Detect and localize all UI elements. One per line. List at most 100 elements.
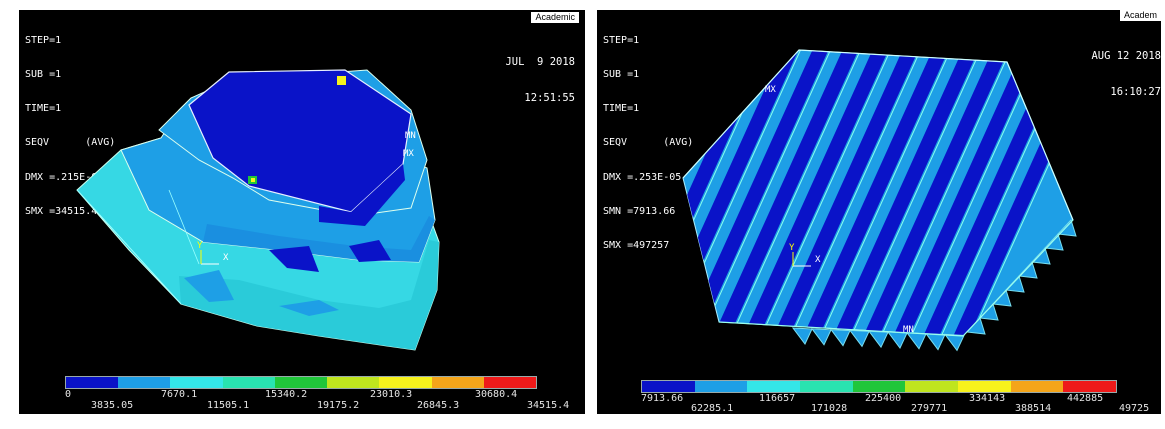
info-line: SMX =497257 [603, 240, 670, 252]
legend-label: 279771 [911, 403, 948, 414]
left-legend-labels-top: 0 7670.1 15340.2 23010.3 30680.4 [65, 389, 535, 401]
info-line: SUB =1 [603, 69, 640, 81]
left-model-view: MN MX X Y [76, 69, 440, 351]
legend-label: 30680.4 [475, 389, 518, 400]
legend-label: 116657 [759, 393, 796, 404]
left-mx-marker: MX [403, 149, 414, 159]
right-date-block: AUG 12 2018 16:10:27 [1091, 26, 1161, 122]
left-date-block: JUL 9 2018 12:51:55 [505, 32, 575, 128]
legend-color-band [66, 377, 119, 388]
legend-label: 442885 [1067, 393, 1104, 404]
fin-tooth [924, 333, 946, 351]
fin-stripe [767, 50, 923, 336]
legend-label: 225400 [865, 393, 902, 404]
fin-stripe [707, 50, 863, 336]
legend-label: 34515.4 [527, 400, 570, 411]
date-text: JUL 9 2018 [505, 56, 575, 68]
legend-color-band [170, 377, 223, 388]
legend-color-band [958, 381, 1011, 392]
fin-stripe [737, 50, 893, 336]
legend-color-band [274, 377, 328, 388]
left-axis-y-label: Y [197, 241, 203, 251]
legend-color-band [642, 381, 695, 392]
legend-label: 334143 [969, 393, 1006, 404]
info-line: SMX =34515.4 [25, 205, 98, 217]
fin-tooth [848, 329, 870, 348]
fin-stripe [827, 50, 983, 336]
info-line: SEQV (AVG) [25, 137, 116, 149]
legend-color-band [1063, 381, 1117, 392]
left-plot-panel: STEP=1 SUB =1 TIME=1 SEQV (AVG) DMX =.21… [19, 10, 585, 414]
fin-edge [694, 50, 836, 336]
legend-label: 19175.2 [317, 400, 360, 411]
academic-badge: Academic [531, 12, 579, 23]
fin-tooth [1030, 247, 1051, 265]
legend-color-band [694, 381, 748, 392]
right-model-view: MX MN X Y [682, 49, 1077, 352]
info-line: SUB =1 [25, 69, 62, 81]
fin-edge [964, 50, 1073, 336]
fin-tooth [1017, 261, 1038, 279]
fin-stripe [857, 50, 1013, 336]
left-legend-labels-bottom: 3835.05 11505.1 19175.2 26845.3 34515.4 [65, 400, 569, 412]
legend-label: 171028 [811, 403, 848, 414]
legend-label: 7670.1 [161, 389, 198, 400]
legend-label: 3835.05 [91, 400, 134, 411]
info-line: TIME=1 [25, 103, 62, 115]
right-axis-x-label: X [815, 255, 821, 265]
info-line: TIME=1 [603, 103, 640, 115]
legend-color-band [327, 377, 380, 388]
fin-edge [754, 50, 896, 336]
right-legend-labels-top: 7913.66 116657 225400 334143 442885 [641, 393, 1161, 405]
time-text: 12:51:55 [524, 92, 575, 104]
legend-label: 11505.1 [207, 400, 250, 411]
right-mn-marker: MN [903, 325, 914, 335]
left-axis-x-label: X [223, 253, 229, 263]
fin-tooth [810, 328, 832, 346]
legend-label: 26845.3 [417, 400, 460, 411]
left-color-legend-bar [65, 376, 537, 389]
legend-label: 49725 [1119, 403, 1150, 414]
fin-tooth [867, 330, 889, 349]
fin-tooth [829, 329, 851, 347]
fin-edge [814, 50, 956, 336]
right-legend-labels-bottom: 62285.1 171028 279771 388514 49725 [641, 403, 1161, 414]
left-info-block: STEP=1 SUB =1 TIME=1 SEQV (AVG) DMX =.21… [25, 12, 115, 240]
info-line: STEP=1 [25, 34, 62, 46]
fin-edge [844, 50, 986, 336]
fin-tooth [905, 332, 927, 350]
academic-badge: Academ [1119, 10, 1161, 21]
legend-color-band [222, 377, 275, 388]
right-axis-y-label: Y [789, 243, 795, 253]
right-plot-panel: STEP=1 SUB =1 TIME=1 SEQV (AVG) DMX =.25… [597, 10, 1161, 414]
info-line: DMX =.253E-05 [603, 171, 682, 183]
fin-edge [784, 50, 926, 336]
legend-color-band [1010, 381, 1064, 392]
legend-color-band [800, 381, 853, 392]
fin-edge [724, 50, 866, 336]
right-info-block: STEP=1 SUB =1 TIME=1 SEQV (AVG) DMX =.25… [603, 12, 693, 274]
fin-tooth [791, 327, 813, 345]
legend-color-band [379, 377, 432, 388]
legend-label: 15340.2 [265, 389, 308, 400]
info-line: SMN =7913.66 [603, 205, 676, 217]
fin-edge [874, 50, 1016, 336]
legend-color-band [905, 381, 959, 392]
legend-label: 23010.3 [370, 389, 413, 400]
info-line: DMX =.215E-06 [25, 171, 104, 183]
legend-color-band [852, 381, 906, 392]
left-mn-marker: MN [405, 131, 416, 141]
legend-color-band [747, 381, 801, 392]
legend-color-band [483, 377, 536, 388]
legend-label: 62285.1 [691, 403, 734, 414]
right-mx-marker: MX [765, 85, 776, 95]
legend-color-band [431, 377, 484, 388]
fin-stripe [797, 50, 953, 336]
time-text: 16:10:27 [1110, 86, 1161, 98]
date-text: AUG 12 2018 [1091, 50, 1161, 62]
legend-label: 0 [65, 389, 72, 400]
info-line: SEQV (AVG) [603, 137, 694, 149]
legend-label: 388514 [1015, 403, 1052, 414]
legend-color-band [118, 377, 171, 388]
fin-tooth [1056, 219, 1077, 237]
